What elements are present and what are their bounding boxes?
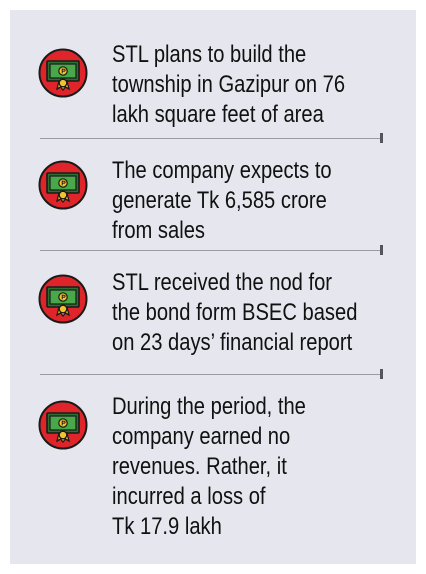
text-line: STL received the nod for xyxy=(112,269,333,296)
text-line: from sales xyxy=(112,217,205,244)
money-bill-icon xyxy=(38,160,88,210)
text-line: Tk 17.9 lakh xyxy=(112,513,222,540)
text-line: company earned no xyxy=(112,423,291,450)
text-line: revenues. Rather, it xyxy=(112,453,287,480)
text-line: on 23 days’ financial report xyxy=(112,329,353,356)
item-text: STL received the nod for the bond form B… xyxy=(112,268,364,358)
text-line: During the period, the xyxy=(112,393,306,420)
money-bill-icon xyxy=(38,400,88,450)
text-line: the bond form BSEC based xyxy=(112,299,358,326)
divider xyxy=(40,369,383,379)
text-line: generate Tk 6,585 crore xyxy=(112,187,327,214)
text-line: STL plans to build the xyxy=(112,41,307,68)
divider xyxy=(40,245,383,255)
text-line: The company expects to xyxy=(112,157,332,184)
item-text: STL plans to build the township in Gazip… xyxy=(112,40,364,130)
item-text: During the period, the company earned no… xyxy=(112,392,364,542)
money-bill-icon xyxy=(38,274,88,324)
money-bill-icon xyxy=(38,48,88,98)
text-line: lakh square feet of area xyxy=(112,101,324,128)
text-line: incurred a loss of xyxy=(112,483,266,510)
divider xyxy=(40,133,383,143)
info-panel: STL plans to build the township in Gazip… xyxy=(10,10,416,564)
item-text: The company expects to generate Tk 6,585… xyxy=(112,156,364,246)
text-line: township in Gazipur on 76 xyxy=(112,71,346,98)
